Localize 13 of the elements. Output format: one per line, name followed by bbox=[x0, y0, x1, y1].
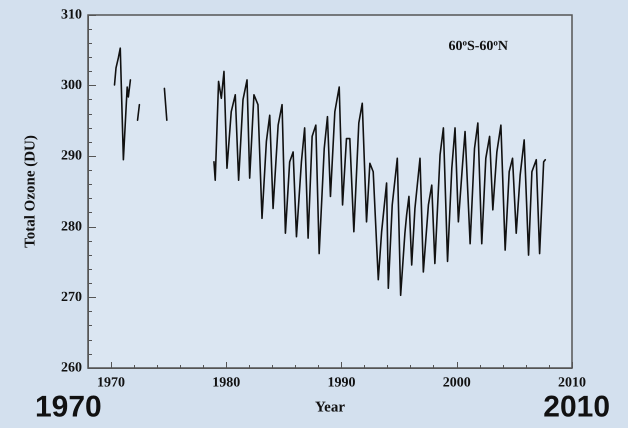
y-tick-label: 300 bbox=[61, 78, 82, 94]
x-axis-title: Year bbox=[315, 400, 346, 416]
y-tick-label: 280 bbox=[61, 219, 82, 234]
y-tick-label: 270 bbox=[61, 290, 82, 305]
y-tick-label: 310 bbox=[61, 8, 82, 22]
x-tick-label: 1990 bbox=[328, 376, 356, 390]
x-tick-label: 1970 bbox=[97, 376, 126, 390]
x-tick-label: 2000 bbox=[442, 376, 471, 390]
y-axis-title: Total Ozone (DU) bbox=[22, 135, 38, 248]
y-tick-label: 290 bbox=[61, 148, 82, 164]
x-tick-label: 1980 bbox=[212, 376, 240, 390]
x-tick-label: 2010 bbox=[558, 376, 586, 390]
y-tick-label: 260 bbox=[61, 360, 82, 376]
